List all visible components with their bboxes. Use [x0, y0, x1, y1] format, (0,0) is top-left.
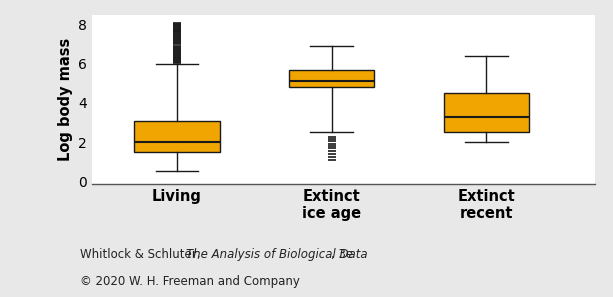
PathPatch shape	[444, 93, 529, 132]
Text: The Analysis of Biological Data: The Analysis of Biological Data	[186, 248, 367, 261]
Y-axis label: Log body mass: Log body mass	[58, 38, 73, 161]
Text: Whitlock & Schluter,: Whitlock & Schluter,	[80, 248, 204, 261]
PathPatch shape	[134, 121, 219, 152]
PathPatch shape	[289, 70, 374, 87]
Text: © 2020 W. H. Freeman and Company: © 2020 W. H. Freeman and Company	[80, 275, 300, 288]
Text: , 3e: , 3e	[331, 248, 353, 261]
